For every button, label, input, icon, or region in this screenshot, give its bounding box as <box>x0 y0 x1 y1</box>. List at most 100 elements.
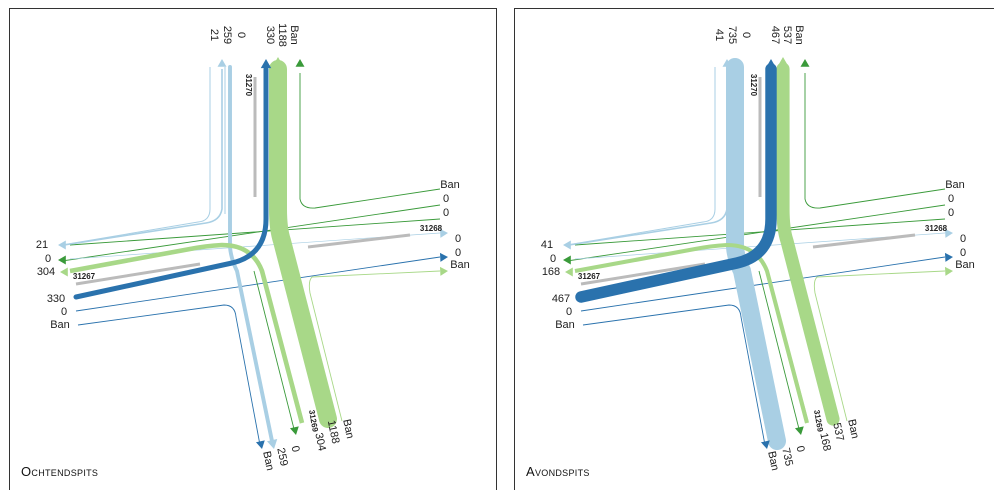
lane-east-west-green-2 <box>574 218 946 246</box>
label-north-0: 21 <box>208 29 220 41</box>
counter-west-label: 31267 <box>73 272 96 281</box>
counter-east-bar <box>812 233 916 249</box>
label-east-5: Ban <box>450 259 470 271</box>
lane-west-south-blue <box>77 304 261 446</box>
panel-ochtendspits: 21 259 0 330 1188 Ban Ban 0 0 0 0 Ban 21 0 304 330 0 Ban B… <box>9 8 497 490</box>
label-north-1: 259 <box>221 26 233 44</box>
lane-east-west-green-2 <box>69 218 441 246</box>
arrow-west-light-green <box>565 267 573 277</box>
panel-title-ochtendspits: Ochtendspits <box>21 464 99 479</box>
label-south-1: 735 <box>779 447 795 467</box>
label-north-3: 467 <box>769 26 781 44</box>
lane-east-west-green <box>566 204 946 262</box>
intersection-diagram-ochtendspits: 21 259 0 330 1188 BanBan0000Ban2103043300BanB… <box>36 23 470 472</box>
counter-west-bar <box>75 262 201 286</box>
label-west-5: Ban <box>50 319 70 331</box>
label-north-5: Ban <box>793 25 805 45</box>
label-west-2: 304 <box>37 266 55 278</box>
arrow-north-light-green <box>777 57 789 68</box>
lane-north-east-green <box>804 73 946 209</box>
arrow-east-light-blue <box>944 228 953 238</box>
lane-north-east-green <box>299 73 441 209</box>
label-north-2: 0 <box>235 32 247 38</box>
label-south-0: Ban <box>260 450 276 472</box>
arrow-south-dark-green <box>289 426 299 435</box>
label-east-0: Ban <box>440 179 460 191</box>
counter-south-label: 31269 <box>307 409 320 433</box>
flow-north-west <box>63 69 223 246</box>
lane-west-south-blue <box>582 304 766 446</box>
counter-east-label: 31268 <box>420 224 443 233</box>
flow-south-north <box>269 60 337 428</box>
arrow-north-dark-green <box>800 59 810 67</box>
label-east-3: 0 <box>960 233 966 245</box>
label-west-1: 0 <box>45 253 51 265</box>
arrow-east-dark-blue <box>439 252 448 262</box>
label-east-1: 0 <box>443 193 449 205</box>
label-south-2: 0 <box>794 445 807 453</box>
label-north-4: 537 <box>781 26 793 44</box>
lane-south-green-light <box>813 276 848 422</box>
label-south-0: Ban <box>765 450 781 472</box>
label-north-5: Ban <box>288 25 300 45</box>
label-east-0: Ban <box>945 179 965 191</box>
label-west-2: 168 <box>542 266 560 278</box>
label-south-2: 0 <box>289 445 302 453</box>
arrow-east-light-blue <box>439 228 448 238</box>
label-south-1: 259 <box>274 447 290 467</box>
label-south-5: Ban <box>845 418 861 440</box>
label-south-4: 537 <box>830 422 846 442</box>
label-west-3: 467 <box>552 293 570 305</box>
label-east-5: Ban <box>955 259 975 271</box>
arrow-west-light-blue <box>58 240 66 250</box>
label-west-0: 41 <box>541 239 553 251</box>
label-west-4: 0 <box>61 306 67 318</box>
label-south-3: 304 <box>312 432 328 452</box>
label-west-4: 0 <box>566 306 572 318</box>
counter-north-label: 31270 <box>749 74 758 97</box>
label-north-4: 1188 <box>276 23 288 47</box>
label-west-0: 21 <box>36 239 48 251</box>
label-east-1: 0 <box>948 193 954 205</box>
arrow-south-dark-blue <box>255 440 265 449</box>
flow-north-west <box>568 69 728 246</box>
arrow-north-light-green <box>272 57 284 68</box>
arrow-west-dark-green <box>58 255 66 265</box>
label-south-4: 1188 <box>325 419 342 445</box>
label-north-2: 0 <box>740 32 752 38</box>
label-north-1: 735 <box>726 26 738 44</box>
arrow-north-dark-green <box>295 59 305 67</box>
label-south-5: Ban <box>340 418 356 440</box>
lane-south-green-dark <box>253 270 295 430</box>
counter-east-label: 31268 <box>925 224 948 233</box>
label-west-3: 330 <box>47 293 65 305</box>
panel-title-avondspits: Avondspits <box>526 464 590 479</box>
lane-west-east-blue <box>580 256 946 312</box>
label-east-2: 0 <box>443 207 449 219</box>
arrow-west-light-green <box>60 267 68 277</box>
label-west-5: Ban <box>555 319 575 331</box>
arrow-west-light-blue <box>563 240 571 250</box>
arrow-north-dark-blue <box>765 59 777 69</box>
arrow-east-light-green <box>439 266 448 276</box>
arrow-south-light-blue <box>771 439 783 449</box>
label-east-3: 0 <box>455 233 461 245</box>
arrow-west-dark-green <box>563 255 571 265</box>
arrow-south-light-blue <box>266 439 278 449</box>
lane-south-green-dark <box>758 270 800 430</box>
flow-south-north <box>776 62 840 426</box>
counter-west-bar <box>580 262 706 286</box>
arrow-south-dark-blue <box>760 440 770 449</box>
arrow-north-light-blue <box>217 59 227 67</box>
counter-north-label: 31270 <box>244 74 253 97</box>
label-east-4: 0 <box>455 247 461 259</box>
arrow-north-dark-blue <box>260 59 272 69</box>
label-west-1: 0 <box>550 253 556 265</box>
flow-west-north <box>575 63 777 303</box>
flow-west-north <box>73 66 269 300</box>
label-east-4: 0 <box>960 247 966 259</box>
counter-west-label: 31267 <box>578 272 601 281</box>
counter-east-bar <box>307 233 411 249</box>
lane-east-green-light <box>311 270 441 278</box>
arrow-north-light-blue <box>722 59 732 67</box>
